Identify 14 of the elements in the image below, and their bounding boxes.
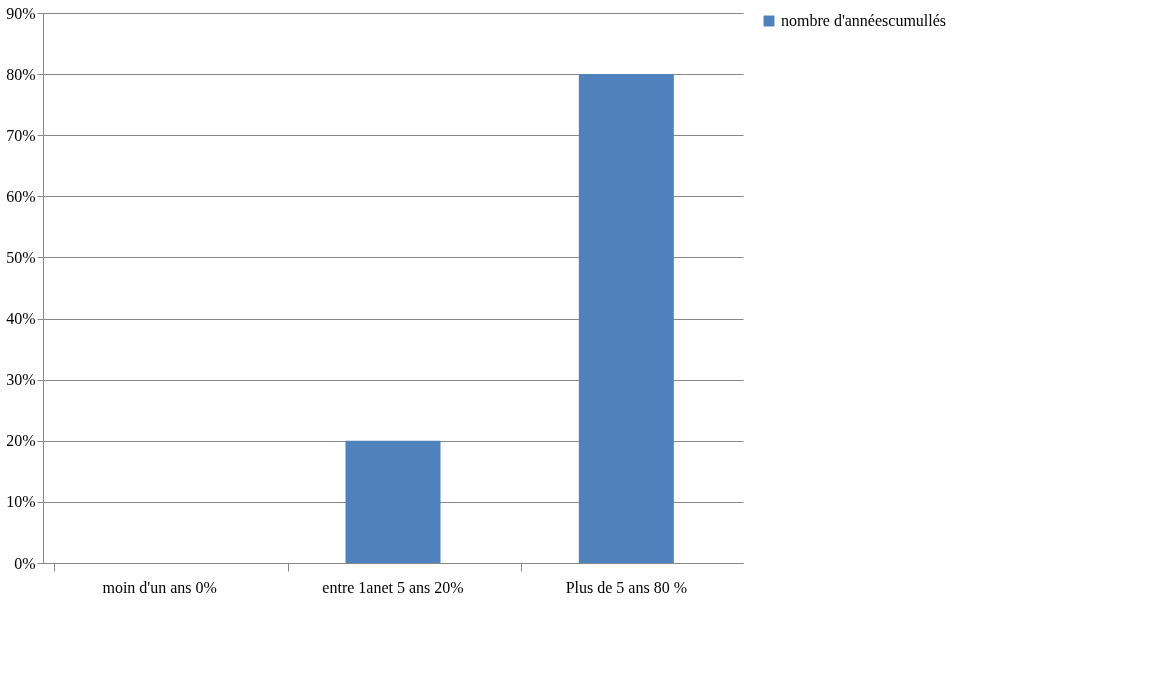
y-tick-label: 50% [6, 248, 36, 266]
y-tick-label: 0% [14, 554, 36, 572]
y-tick-label: 80% [6, 65, 36, 83]
x-tick-label: entre 1anet 5 ans 20% [322, 578, 464, 596]
y-tick-label: 40% [6, 310, 36, 328]
y-tick-label: 90% [6, 4, 36, 22]
y-tick-label: 70% [6, 126, 36, 144]
y-tick-label: 30% [6, 371, 36, 389]
x-tick-label: Plus de 5 ans 80 % [565, 578, 687, 596]
y-tick-label: 60% [6, 187, 36, 205]
x-tick-label: moin d'un ans 0% [102, 578, 217, 596]
y-tick-label: 10% [6, 493, 36, 511]
y-tick-label: 20% [6, 432, 36, 450]
legend-label: nombre d'annéescumullés [781, 12, 947, 29]
